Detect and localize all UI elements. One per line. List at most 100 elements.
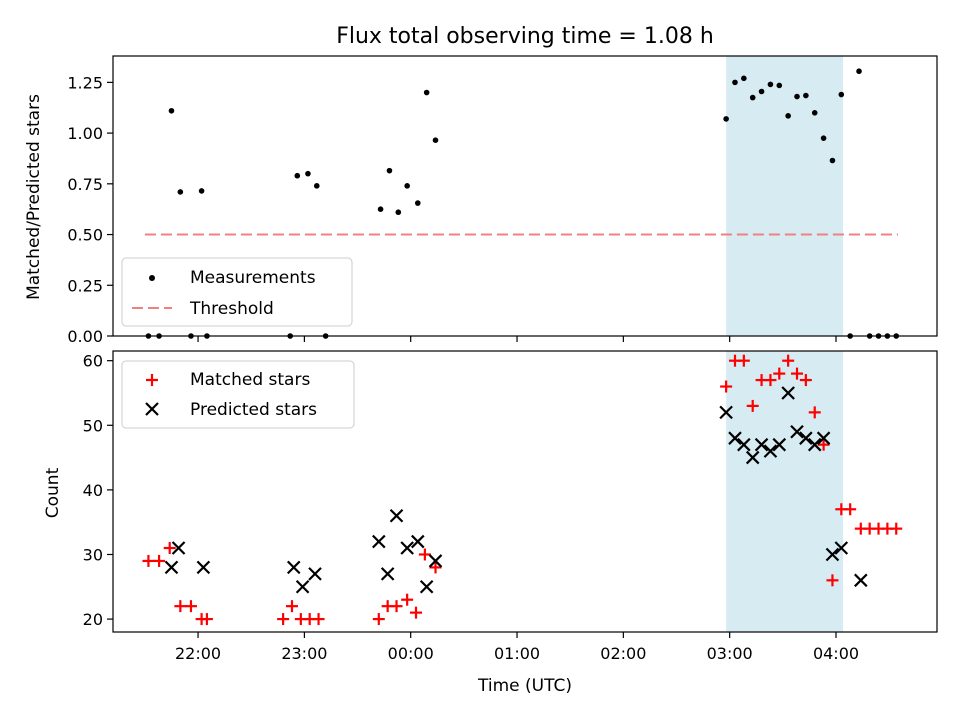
top-y-axis: 0.00 0.25 0.50 0.75 1.00 1.25 bbox=[67, 73, 113, 346]
top-y-tick-label: 0.50 bbox=[67, 226, 103, 245]
predicted-star-point bbox=[816, 431, 831, 445]
matched-star-point bbox=[737, 354, 750, 367]
matched-star-point bbox=[782, 354, 795, 367]
measurement-point bbox=[313, 183, 320, 189]
top-legend-box bbox=[121, 257, 353, 327]
legend-measurement-marker bbox=[149, 275, 155, 281]
predicted-star-point bbox=[737, 437, 751, 452]
predicted-star-point bbox=[799, 431, 813, 445]
measurement-point bbox=[749, 94, 756, 101]
measurement-point bbox=[741, 75, 747, 82]
measurement-point bbox=[386, 167, 393, 174]
predicted-star-point bbox=[171, 541, 186, 555]
matched-star-point bbox=[720, 380, 733, 393]
top-y-tick-label: 0.75 bbox=[67, 175, 103, 194]
top-y-tick-label: 0.00 bbox=[67, 327, 103, 346]
measurement-point bbox=[305, 170, 311, 177]
measurement-point bbox=[776, 82, 783, 89]
top-y-tick-label: 0.25 bbox=[67, 276, 103, 295]
measurement-point bbox=[856, 68, 862, 75]
bottom-y-tick-label: 20 bbox=[83, 610, 103, 629]
bottom-legend: Matched stars Predicted stars bbox=[121, 360, 355, 429]
matched-star-point bbox=[791, 367, 804, 380]
measurement-point bbox=[758, 88, 765, 95]
measurement-point bbox=[168, 107, 175, 114]
bottom-x-tick-label: 23:00 bbox=[281, 644, 327, 663]
legend-predicted-marker bbox=[145, 402, 159, 416]
top-highlight-span bbox=[726, 56, 844, 336]
matched-star-point bbox=[401, 593, 414, 606]
matched-star-point bbox=[799, 374, 812, 387]
matched-star-point bbox=[817, 438, 830, 451]
predicted-star-point bbox=[745, 450, 760, 465]
measurement-point bbox=[377, 206, 384, 212]
measurement-point bbox=[414, 200, 421, 206]
measurement-point bbox=[198, 188, 205, 194]
bottom-y-tick-label: 40 bbox=[83, 481, 103, 500]
bottom-x-tick-label: 04:00 bbox=[813, 644, 859, 663]
predicted-star-point bbox=[164, 560, 179, 575]
bottom-y-axis-label: Count bbox=[43, 467, 63, 518]
predicted-star-point bbox=[411, 534, 425, 549]
matched-star-point bbox=[174, 600, 187, 613]
predicted-star-point bbox=[419, 580, 434, 594]
matched-star-point bbox=[184, 600, 197, 613]
predicted-star-point bbox=[763, 444, 778, 458]
measurement-point bbox=[829, 157, 836, 164]
bottom-x-tick-label: 02:00 bbox=[600, 644, 646, 663]
matched-star-point bbox=[410, 606, 423, 619]
bottom-y-axis: 20 30 40 50 60 bbox=[83, 352, 113, 629]
measurement-point bbox=[404, 183, 410, 189]
bottom-highlight-span bbox=[726, 351, 844, 632]
matched-star-point bbox=[764, 374, 777, 387]
measurement-point bbox=[177, 189, 184, 195]
predicted-star-point bbox=[196, 560, 211, 575]
predicted-star-point bbox=[372, 534, 386, 549]
measurement-point bbox=[820, 135, 827, 141]
matched-star-point bbox=[277, 613, 290, 626]
legend-predicted-label: Predicted stars bbox=[190, 400, 317, 420]
matched-star-point bbox=[429, 561, 442, 574]
top-y-tick-label: 1.00 bbox=[67, 124, 103, 143]
measurement-point bbox=[785, 113, 791, 119]
matched-star-point bbox=[312, 613, 325, 626]
predicted-star-point bbox=[389, 508, 404, 523]
predicted-star-point bbox=[308, 567, 322, 581]
bottom-y-tick-label: 30 bbox=[83, 545, 103, 564]
measurement-point bbox=[432, 137, 439, 144]
bottom-x-tick-label: 00:00 bbox=[388, 644, 434, 663]
measurement-point bbox=[803, 92, 809, 99]
measurement-point bbox=[723, 116, 729, 122]
predicted-star-point bbox=[295, 580, 310, 594]
matched-star-point bbox=[372, 613, 385, 626]
predicted-star-point bbox=[754, 437, 769, 452]
matched-star-point bbox=[808, 406, 821, 419]
bottom-x-tick-label: 22:00 bbox=[175, 644, 221, 663]
predicted-star-point bbox=[781, 386, 795, 400]
matched-star-point bbox=[746, 399, 759, 412]
chart-title: Flux total observing time = 1.08 h bbox=[336, 24, 714, 49]
predicted-star-point bbox=[854, 573, 868, 588]
matched-star-point bbox=[163, 542, 176, 555]
matched-star-points bbox=[142, 354, 903, 626]
matched-star-point bbox=[390, 600, 403, 613]
matched-star-point bbox=[890, 522, 903, 535]
measurement-point bbox=[794, 93, 800, 100]
predicted-star-point bbox=[380, 567, 395, 581]
bottom-x-tick-label: 01:00 bbox=[494, 644, 540, 663]
legend-matched-marker bbox=[146, 374, 158, 386]
predicted-star-point bbox=[286, 560, 301, 575]
bottom-x-axis: 22:00 23:00 00:00 01:00 02:00 03:00 04:00 bbox=[175, 632, 859, 663]
bottom-panel: 20 30 40 50 60 22:00 23:00 00:00 01:00 02:00 03:0… bbox=[43, 350, 938, 696]
predicted-star-point bbox=[825, 547, 840, 562]
top-panel: Flux total observing time = 1.08 h 0.00 0… bbox=[24, 24, 938, 346]
top-x-ticks bbox=[197, 336, 837, 342]
measurement-point bbox=[732, 79, 738, 86]
predicted-star-point bbox=[834, 541, 849, 555]
matched-star-point bbox=[773, 367, 786, 380]
top-y-axis-label: Matched/Predicted stars bbox=[24, 94, 44, 300]
predicted-star-point bbox=[772, 437, 787, 452]
measurement-point bbox=[838, 91, 845, 98]
measurement-point bbox=[423, 89, 430, 96]
predicted-star-point bbox=[428, 554, 443, 568]
